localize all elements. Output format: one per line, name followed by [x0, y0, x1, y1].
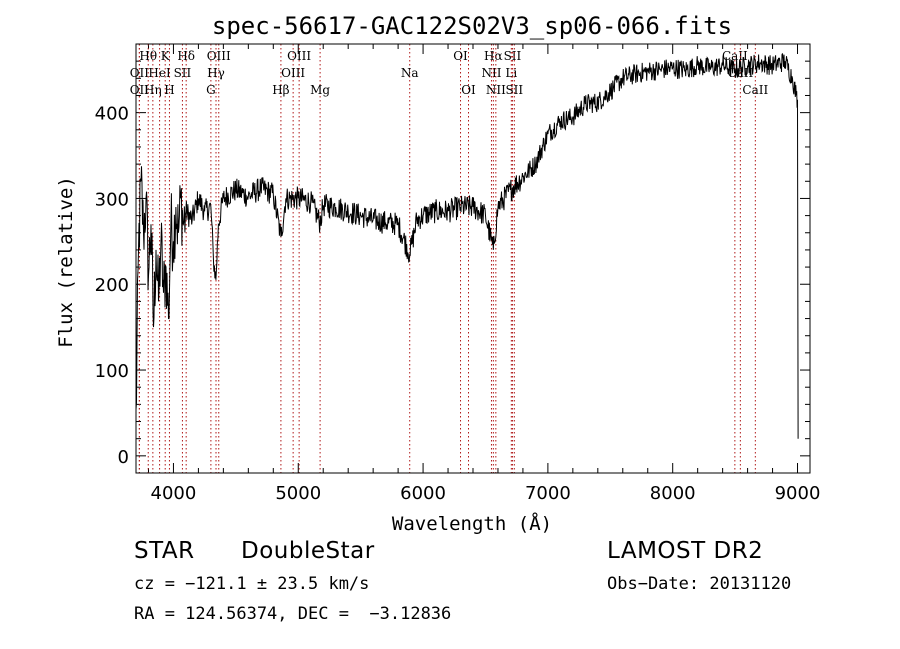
emission-line-label: CaII — [722, 49, 748, 63]
emission-line-label: SII — [505, 83, 523, 97]
x-tick-label: 7000 — [525, 483, 571, 504]
x-tick-label: 4000 — [151, 483, 197, 504]
axis-ticks: 4000 5000 6000 7000 8000 9000 0 100 200 300 400 — [95, 43, 821, 504]
emission-line-label: OI — [461, 83, 476, 97]
object-subclass-label: DoubleStar — [241, 538, 375, 564]
emission-line-label: NII — [481, 66, 501, 80]
y-axis-label: Flux (relative) — [55, 176, 77, 348]
coordinates-line: RA = 124.56374, DEC = −3.12836 — [134, 604, 452, 624]
emission-line-label: OIII — [281, 66, 305, 80]
object-class-label: STAR — [134, 538, 195, 564]
emission-line-label: CaII — [742, 83, 768, 97]
x-tick-label: 9000 — [775, 483, 821, 504]
emission-line-label: H — [164, 83, 174, 97]
emission-line-label: NII — [486, 83, 506, 97]
emission-line-label: HeI — [148, 66, 171, 80]
emission-line-label: Hδ — [177, 49, 195, 63]
spectrum-line — [135, 53, 799, 439]
plot-frame — [135, 43, 811, 474]
chart-title: spec-56617-GAC122S02V3_sp06-066.fits — [212, 12, 732, 40]
emission-line-label: Hα — [484, 49, 503, 63]
x-tick-label: 8000 — [650, 483, 696, 504]
emission-line-label: Li — [505, 66, 517, 80]
emission-line-label: OI — [453, 49, 468, 63]
emission-line-markers: OIIOIIHθHηHeIKHSIIHδGHγOIIIHβOIIIOIIIMgN… — [130, 44, 768, 473]
emission-line-label: OII — [130, 83, 150, 97]
y-tick-label: 0 — [118, 447, 129, 468]
spectrum-series — [135, 53, 799, 439]
x-axis-label: Wavelength (Å) — [392, 512, 552, 535]
emission-line-label: OIII — [207, 49, 231, 63]
emission-line-label: OIII — [287, 49, 311, 63]
emission-line-label: K — [161, 49, 171, 63]
y-tick-label: 100 — [95, 361, 129, 382]
emission-line-label: Hγ — [207, 66, 225, 80]
x-tick-label: 6000 — [400, 483, 446, 504]
y-tick-label: 300 — [95, 189, 129, 210]
emission-line-label: Hθ — [139, 49, 157, 63]
emission-line-label: SII — [174, 66, 192, 80]
y-tick-label: 400 — [95, 104, 129, 125]
emission-line-label: SII — [504, 49, 522, 63]
emission-line-label: G — [206, 83, 216, 97]
emission-line-label: Hβ — [272, 83, 289, 97]
obs-date-line: Obs−Date: 20131120 — [607, 574, 792, 594]
emission-line-label: Hη — [144, 83, 162, 97]
y-tick-label: 200 — [95, 275, 129, 296]
survey-label: LAMOST DR2 — [607, 538, 764, 564]
redshift-line: cz = −121.1 ± 23.5 km/s — [134, 574, 370, 594]
emission-line-label: Na — [401, 66, 419, 80]
x-tick-label: 5000 — [275, 483, 321, 504]
emission-line-label: Mg — [310, 83, 330, 97]
